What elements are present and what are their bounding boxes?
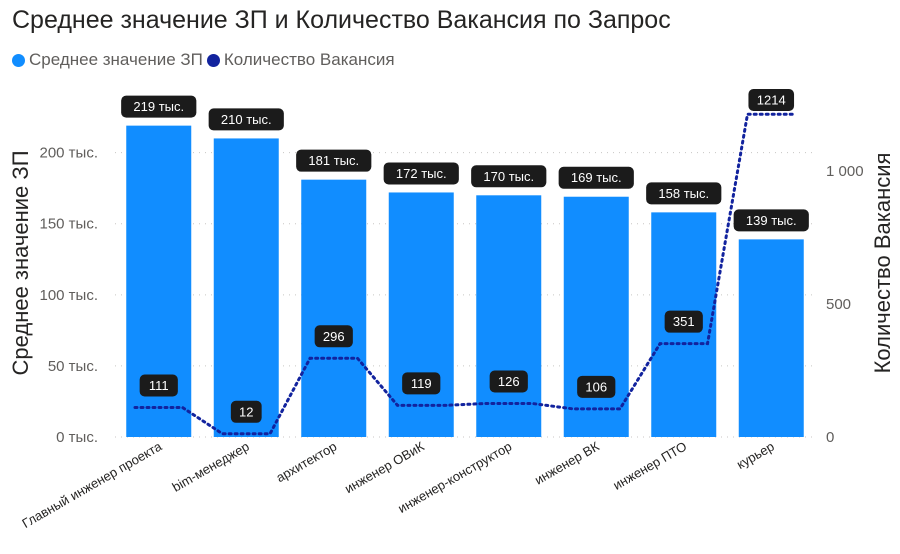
bar-data-label-bg [471,165,547,188]
y2-tick-label: 0 [826,429,834,446]
bar-data-label: 169 тыс. [571,170,622,185]
line-data-label: 119 [411,376,432,391]
legend-label-vacancies: Количество Вакансия [223,50,395,69]
y2-tick-label: 500 [826,296,851,313]
bar [563,196,629,437]
legend: Среднее значение ЗП Количество Вакансия [12,50,399,70]
line-data-label: 106 [585,379,607,394]
bar [388,192,454,437]
line-data-label: 12 [239,404,253,419]
bar-data-label-bg [121,95,197,118]
line-data-label: 126 [498,374,520,389]
bar-data-label: 172 тыс. [396,166,447,181]
line-data-label: 351 [673,314,695,329]
x-category-label: курьер [734,439,777,472]
legend-label-salary: Среднее значение ЗП [29,50,203,69]
y-axis-title: Среднее значение ЗП [8,150,33,375]
y2-tick-label: 1 000 [826,163,864,180]
x-category-label: инженер ВК [532,438,602,487]
bar [301,179,367,437]
line-data-label-bg [314,325,353,348]
bar-data-label: 219 тыс. [133,99,184,114]
bar [213,138,279,437]
y-tick-label: 0 тыс. [56,429,98,446]
bar-data-label-bg [646,182,722,205]
line-data-label-bg [748,89,795,111]
bar-data-label: 170 тыс. [483,169,534,184]
bar [738,239,804,437]
bar-data-label-bg [208,108,284,131]
x-category-label: инженер ОВиК [342,438,427,496]
bar-data-label-bg [558,166,634,189]
line-data-label: 296 [323,329,345,344]
y-tick-label: 150 тыс. [39,216,98,233]
line-data-label: 1214 [757,93,786,108]
x-category-label: bim-менеджер [170,439,252,495]
line-data-label-bg [230,400,262,423]
x-category-label: Главный инженер проекта [19,438,165,531]
line-data-label-bg [577,375,616,398]
y-tick-label: 100 тыс. [39,287,98,304]
y-tick-label: 200 тыс. [39,145,98,162]
line-data-label: 111 [149,378,169,393]
series-line-vacancies [133,112,797,436]
y-tick-label: 50 тыс. [48,358,98,375]
x-category-label: инженер ПТО [610,439,689,493]
bar [476,195,542,437]
bar-data-label: 210 тыс. [221,112,272,127]
bar-data-label-bg [383,162,459,185]
chart-title: Среднее значение ЗП и Количество Ваканси… [12,6,671,34]
bar-data-label-bg [733,209,809,232]
bar-data-label: 158 тыс. [658,186,709,201]
line-data-label-bg [139,374,178,397]
legend-item-salary[interactable]: Среднее значение ЗП [12,50,203,70]
x-category-label: архитектор [274,439,340,486]
legend-marker-vacancies [206,53,220,67]
line-data-label-bg [489,370,528,393]
legend-marker-salary [12,53,25,67]
line-data-label-bg [402,372,441,395]
bar-data-label: 139 тыс. [746,213,797,228]
legend-item-vacancies[interactable]: Количество Вакансия [206,50,395,70]
bar-data-label-bg [296,149,372,172]
line-data-label-bg [664,310,703,333]
bar-data-label: 181 тыс. [308,153,359,168]
y2-axis-title: Количество Вакансия [870,153,895,374]
